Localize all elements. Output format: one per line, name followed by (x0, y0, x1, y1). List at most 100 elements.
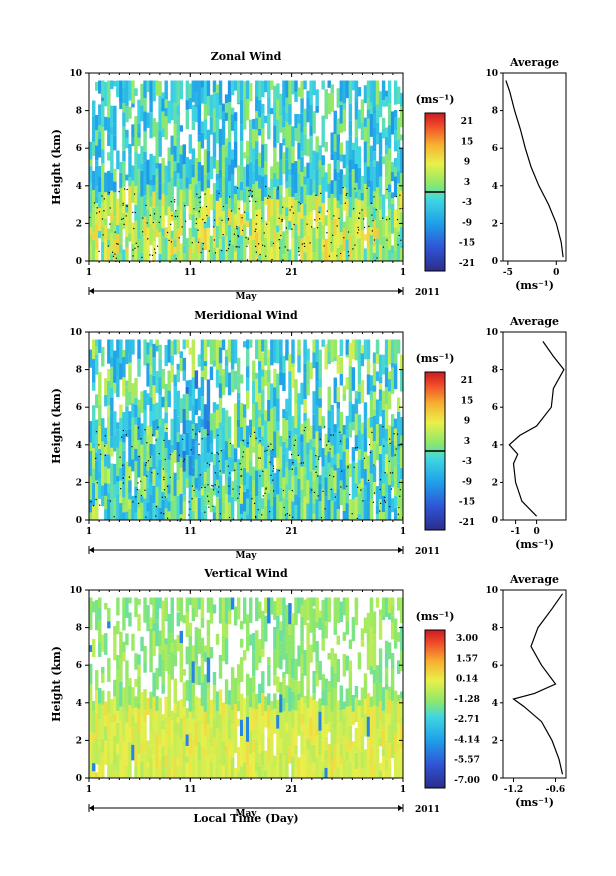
year-label: 2011 (415, 547, 440, 557)
avg-y-tick-label: 10 (485, 586, 498, 596)
colorbar-tick-label: 1.57 (456, 654, 478, 664)
avg-x-axis-label: (ms⁻¹) (515, 538, 554, 551)
average-title: Average (509, 573, 559, 586)
avg-y-tick-label: 10 (485, 328, 498, 338)
colorbar-tick-label: 21 (461, 376, 474, 386)
month-label: May (235, 551, 257, 561)
x-tick-label: 11 (184, 785, 197, 795)
avg-x-tick-label: -0.6 (546, 785, 565, 795)
x-tick-label: 11 (184, 527, 197, 537)
y-tick-label: 8 (76, 107, 82, 117)
x-tick-label: 1 (400, 527, 406, 537)
avg-x-axis-label: (ms⁻¹) (515, 279, 554, 292)
y-tick-label: 6 (76, 661, 82, 671)
month-label: May (235, 809, 257, 819)
colorbar-unit: (ms⁻¹) (416, 352, 455, 365)
colorbar-tick-label: 3 (464, 437, 470, 447)
y-tick-label: 0 (76, 774, 82, 784)
x-tick-label: 1 (86, 527, 92, 537)
avg-y-tick-label: 2 (492, 478, 498, 488)
month-span-arrow-left (89, 805, 94, 811)
y-axis-label: Height (km) (50, 388, 63, 464)
x-tick-label: 1 (400, 268, 406, 278)
colorbar-unit: (ms⁻¹) (416, 93, 455, 106)
colorbar-tick-label: -2.71 (454, 715, 480, 725)
colorbar-tick-label: -9 (462, 477, 472, 487)
y-tick-label: 0 (76, 257, 82, 267)
y-tick-label: 0 (76, 516, 82, 526)
x-tick-label: 21 (285, 527, 298, 537)
panel-title: Meridional Wind (194, 309, 298, 322)
y-tick-label: 10 (69, 586, 82, 596)
x-tick-label: 21 (285, 268, 298, 278)
month-label: May (235, 292, 257, 302)
month-span-arrow-right (398, 547, 403, 553)
panel-title: Zonal Wind (211, 50, 282, 63)
colorbar-tick-label: -1.28 (454, 695, 480, 705)
avg-y-tick-label: 2 (492, 219, 498, 229)
plot-frame (88, 589, 404, 779)
x-tick-label: 21 (285, 785, 298, 795)
avg-y-tick-label: 10 (485, 69, 498, 79)
colorbar-tick-label: -4.14 (454, 735, 480, 745)
average-title: Average (509, 315, 559, 328)
avg-y-tick-label: 8 (492, 107, 498, 117)
y-tick-label: 8 (76, 624, 82, 634)
plot-frame (88, 72, 404, 262)
x-tick-label: 11 (184, 268, 197, 278)
avg-y-tick-label: 4 (492, 441, 498, 451)
colorbar (424, 629, 446, 789)
x-tick-label: 1 (86, 785, 92, 795)
colorbar-tick-label: 9 (464, 417, 470, 427)
colorbar-tick-label: -3 (462, 198, 472, 208)
y-axis-label: Height (km) (50, 129, 63, 205)
avg-y-tick-label: 0 (492, 774, 498, 784)
colorbar-tick-label: 21 (461, 117, 474, 127)
avg-x-tick-label: 0 (553, 268, 559, 278)
plot-frame (88, 331, 404, 521)
avg-x-tick-label: -1 (511, 527, 521, 537)
avg-y-tick-label: 0 (492, 257, 498, 267)
colorbar-tick-label: -3 (462, 457, 472, 467)
average-profile-line (512, 593, 564, 775)
avg-y-tick-label: 6 (492, 144, 498, 154)
month-span-arrow-right (398, 288, 403, 294)
average-frame (502, 331, 567, 521)
y-tick-label: 8 (76, 366, 82, 376)
avg-y-tick-label: 6 (492, 403, 498, 413)
colorbar-tick-label: -5.57 (454, 756, 480, 766)
avg-x-axis-label: (ms⁻¹) (515, 796, 554, 809)
colorbar-tick-label: 3.00 (456, 634, 478, 644)
avg-x-tick-label: -5 (503, 268, 513, 278)
average-profile-line (505, 80, 564, 258)
y-tick-label: 2 (76, 219, 82, 229)
avg-x-tick-label: 0 (533, 527, 539, 537)
y-tick-label: 6 (76, 144, 82, 154)
colorbar-tick-label: 15 (461, 137, 474, 147)
avg-y-tick-label: 8 (492, 624, 498, 634)
month-span-arrow-right (398, 805, 403, 811)
y-tick-label: 10 (69, 69, 82, 79)
colorbar-tick-label: 15 (461, 396, 474, 406)
year-label: 2011 (415, 805, 440, 815)
xaxis-title: Local Time (Day) (193, 812, 298, 825)
colorbar-tick-label: -15 (459, 239, 475, 249)
y-tick-label: 2 (76, 736, 82, 746)
y-tick-label: 2 (76, 478, 82, 488)
heatmap-field (89, 80, 404, 261)
y-tick-label: 10 (69, 328, 82, 338)
year-label: 2011 (415, 288, 440, 298)
colorbar-unit: (ms⁻¹) (416, 610, 455, 623)
avg-y-tick-label: 6 (492, 661, 498, 671)
month-span-arrow-left (89, 547, 94, 553)
colorbar-tick-label: -15 (459, 498, 475, 508)
y-tick-label: 4 (76, 699, 82, 709)
y-axis-label: Height (km) (50, 646, 63, 722)
colorbar-tick-label: -9 (462, 218, 472, 228)
month-span-arrow-left (89, 288, 94, 294)
avg-y-tick-label: 4 (492, 699, 498, 709)
average-frame (502, 589, 567, 779)
